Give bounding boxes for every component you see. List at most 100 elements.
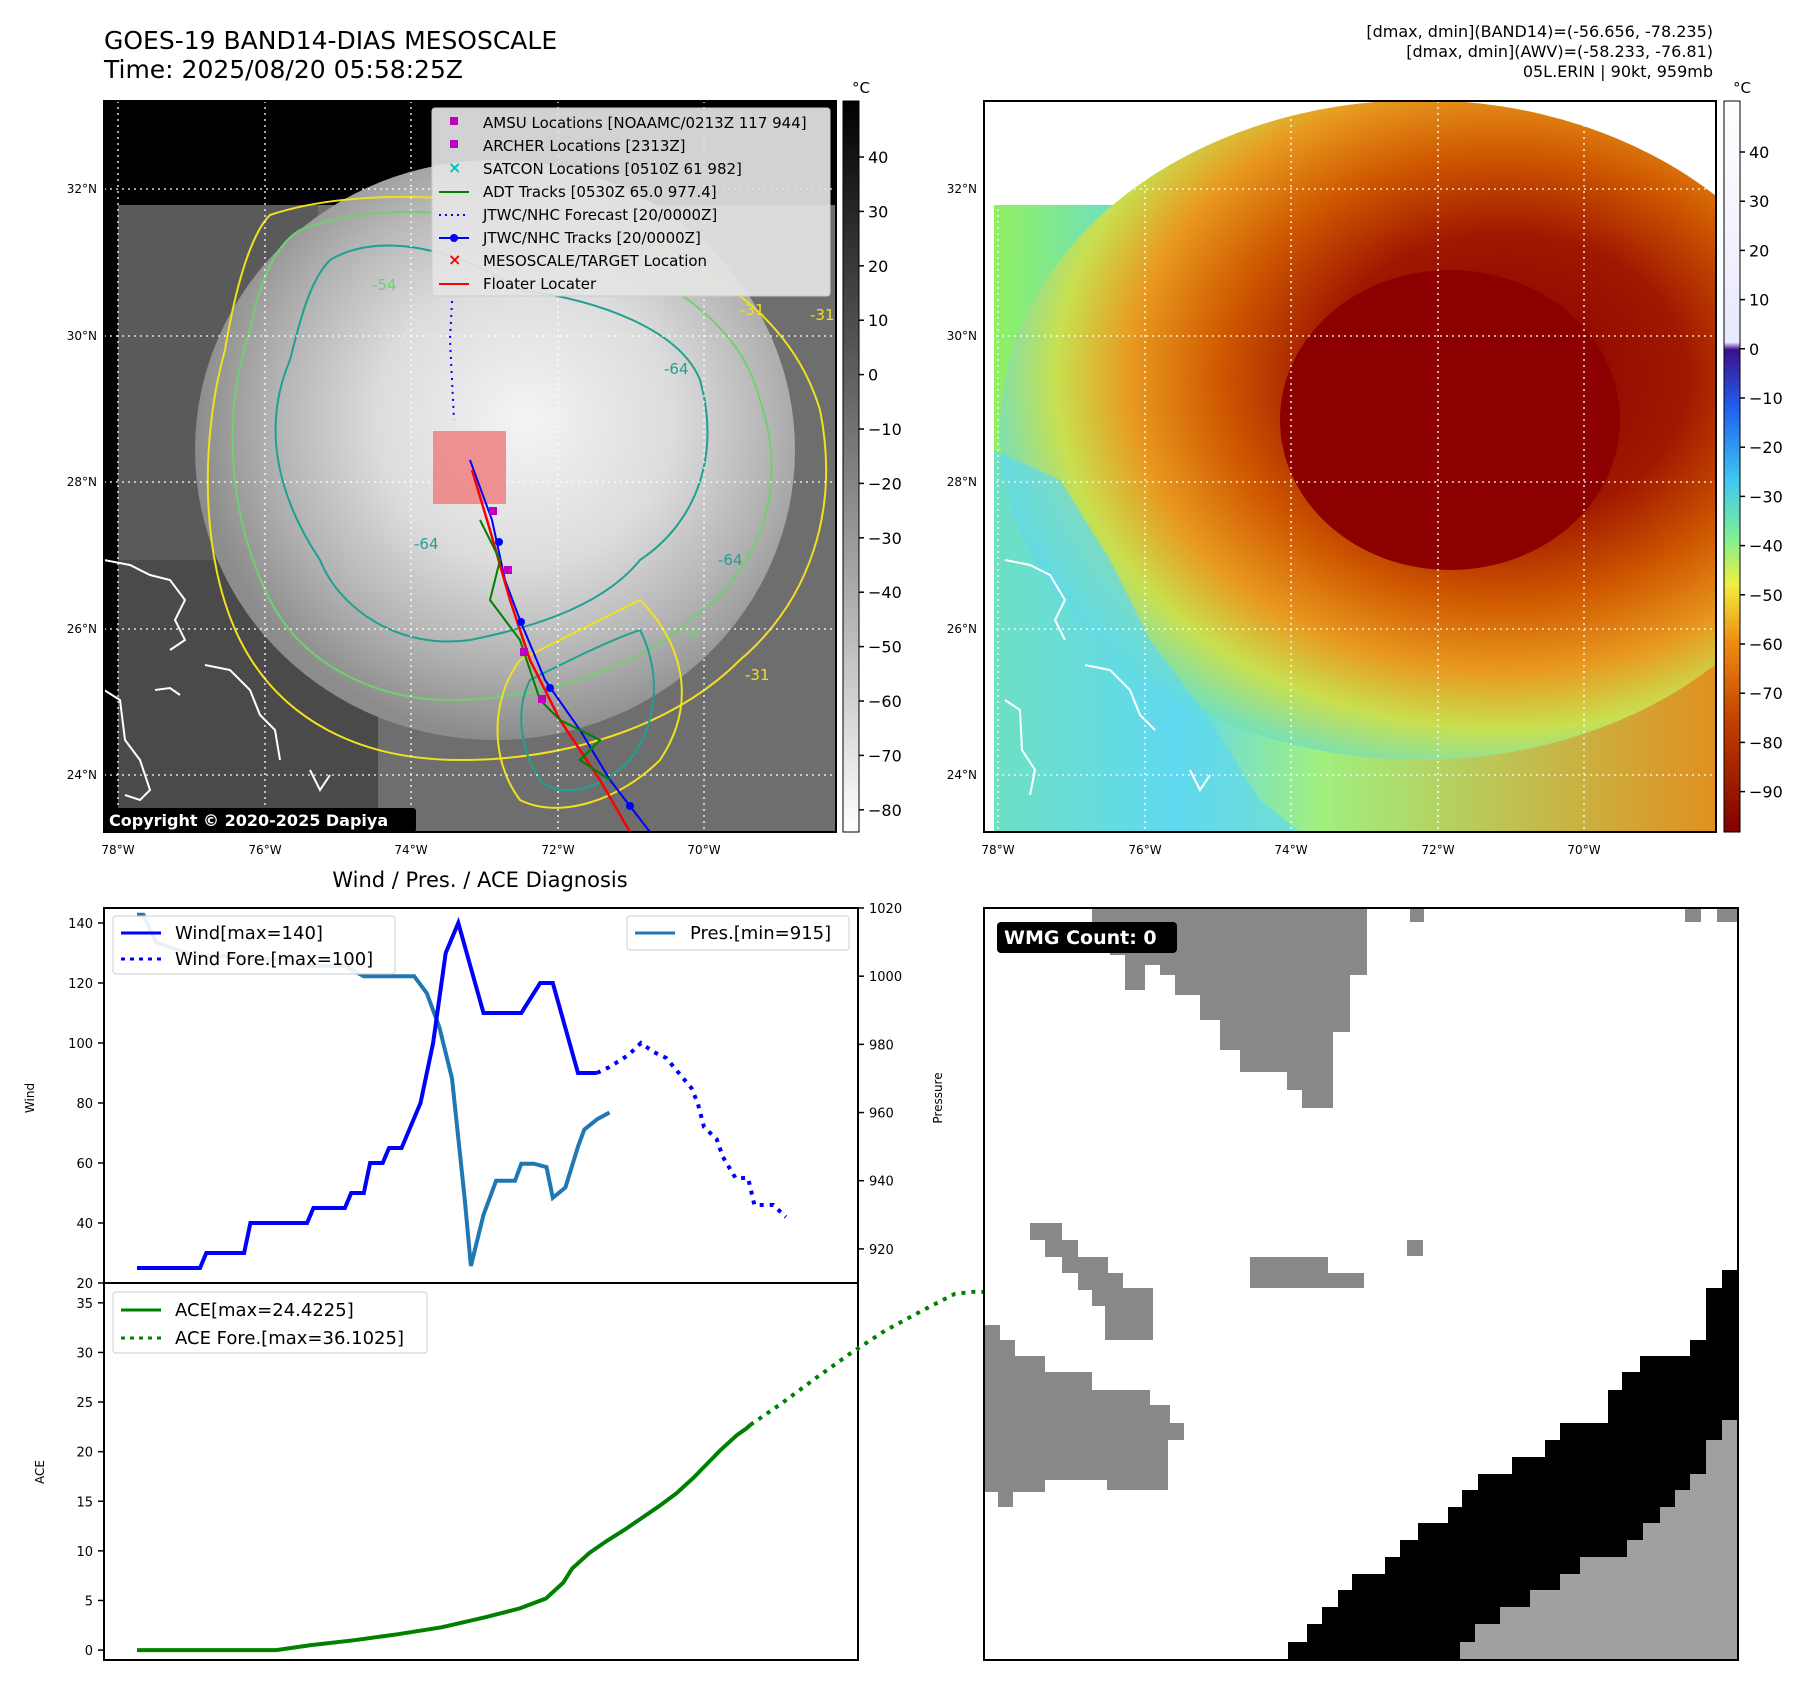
- wind-legend: Wind[max=140] Wind Fore.[max=100]: [112, 915, 396, 975]
- svg-text:×: ×: [448, 158, 461, 177]
- awv-map-coastlines: [1004, 559, 1211, 796]
- pressure-tick-label: 920: [869, 1243, 894, 1258]
- diagnosis-panel: Wind / Pres. / ACE Diagnosis 20406080100…: [23, 868, 1007, 1661]
- track-points: [495, 538, 634, 810]
- gray-colorbar-tick-label: −20: [868, 474, 902, 493]
- wind-tick-label: 140: [68, 917, 93, 932]
- contour-label: -64: [664, 360, 689, 378]
- svg-text:26°N: 26°N: [67, 622, 97, 636]
- ir-map-panel: -54 -31 -31 -64 -64 -64 -54 -31 AMSU Loc…: [67, 100, 837, 857]
- wind-tick-label: 20: [76, 1277, 93, 1292]
- wind-line: [137, 916, 597, 1270]
- diagnosis-title: Wind / Pres. / ACE Diagnosis: [332, 868, 627, 892]
- ace-tick-label: 5: [85, 1594, 93, 1609]
- ace-tick-label: 10: [76, 1545, 93, 1560]
- wmg-panel: WMG Count: 0: [983, 907, 1739, 1661]
- colorbar-unit: °C: [852, 79, 870, 97]
- svg-text:28°N: 28°N: [67, 475, 97, 489]
- svg-text:×: ×: [448, 250, 461, 269]
- wmg-light-cells: [1460, 1420, 1738, 1660]
- svg-text:78°W: 78°W: [981, 843, 1014, 857]
- ace-tick-label: 15: [76, 1495, 93, 1510]
- legend-wind: Wind[max=140]: [175, 923, 323, 944]
- gray-colorbar-tick-label: 0: [868, 366, 878, 385]
- contour-label: -31: [810, 306, 835, 324]
- color-colorbar-tick-label: −40: [1749, 537, 1783, 556]
- forecast-track: [448, 300, 455, 421]
- svg-text:74°W: 74°W: [394, 843, 427, 857]
- legend-forecast: JTWC/NHC Forecast [20/0000Z]: [482, 206, 717, 224]
- ace-tick-label: 30: [76, 1346, 93, 1361]
- meta-storm-info: 05L.ERIN | 90kt, 959mb: [1522, 62, 1713, 81]
- gray-colorbar-tick-label: −10: [868, 420, 902, 439]
- pressure-axis-label: Pressure: [931, 1072, 945, 1123]
- floater-track: [470, 469, 632, 832]
- legend-pressure: Pres.[min=915]: [690, 923, 831, 944]
- contour-label: -54: [372, 276, 397, 294]
- pressure-tick-label: 1020: [869, 902, 902, 917]
- colorbar-unit: °C: [1733, 79, 1751, 97]
- wind-tick-label: 40: [76, 1217, 93, 1232]
- legend-wind-forecast: Wind Fore.[max=100]: [175, 949, 373, 970]
- legend-ace: ACE[max=24.4225]: [175, 1300, 354, 1321]
- svg-text:70°W: 70°W: [1567, 843, 1600, 857]
- color-colorbar-tick-label: 20: [1749, 241, 1769, 260]
- ace-tick-label: 0: [85, 1644, 93, 1659]
- wmg-count: WMG Count: 0: [1004, 927, 1157, 949]
- contour-label: -64: [414, 535, 439, 553]
- svg-text:30°N: 30°N: [947, 329, 977, 343]
- color-colorbar-tick-label: −90: [1749, 783, 1783, 802]
- contour-label: -64: [718, 551, 743, 569]
- color-colorbar-tick-label: 10: [1749, 291, 1769, 310]
- title-time: Time: 2025/08/20 05:58:25Z: [104, 55, 463, 84]
- meta-band14-range: [dmax, dmin](BAND14)=(-56.656, -78.235): [1366, 22, 1713, 41]
- wind-tick-label: 100: [68, 1037, 93, 1052]
- awv-map-grid: [984, 101, 1716, 832]
- svg-text:32°N: 32°N: [947, 182, 977, 196]
- legend-mesoscale: MESOSCALE/TARGET Location: [483, 252, 707, 270]
- svg-text:76°W: 76°W: [1128, 843, 1161, 857]
- color-colorbar: °C 40 30 20 10 0 −10 −20 −30 −40 −50 −60 −70 −80 −90: [1723, 79, 1783, 833]
- meta-awv-range: [dmax, dmin](AWV)=(-58.233, -76.81): [1406, 42, 1713, 61]
- color-colorbar-tick-label: 30: [1749, 192, 1769, 211]
- best-track: [469, 459, 651, 832]
- color-colorbar-tick-label: −60: [1749, 635, 1783, 654]
- title-satellite: GOES-19 BAND14-DIAS MESOSCALE: [104, 26, 558, 55]
- contour-label: -31: [740, 301, 765, 319]
- color-colorbar-tick-label: −30: [1749, 487, 1783, 506]
- svg-text:32°N: 32°N: [67, 182, 97, 196]
- chart-title: GOES-19 BAND14-DIAS MESOSCALE Time: 2025…: [104, 26, 557, 84]
- svg-text:76°W: 76°W: [248, 843, 281, 857]
- ace-forecast-line: [749, 1289, 1007, 1427]
- gray-colorbar-tick-label: −50: [868, 638, 902, 657]
- wmg-frame: [983, 907, 1739, 1661]
- gray-colorbar-tick-label: −40: [868, 583, 902, 602]
- gray-colorbar-tick-label: −60: [868, 692, 902, 711]
- legend-tracks: JTWC/NHC Tracks [20/0000Z]: [482, 229, 701, 247]
- svg-text:24°N: 24°N: [947, 768, 977, 782]
- ace-tick-label: 25: [76, 1396, 93, 1411]
- svg-text:30°N: 30°N: [67, 329, 97, 343]
- gray-colorbar-tick-label: 40: [868, 148, 888, 167]
- svg-text:74°W: 74°W: [1274, 843, 1307, 857]
- color-colorbar-tick-label: 40: [1749, 143, 1769, 162]
- ace-tick-label: 35: [76, 1297, 93, 1312]
- ir-map-lat-labels: 32°N 30°N 28°N 26°N 24°N: [67, 182, 97, 782]
- wind-tick-label: 80: [76, 1097, 93, 1112]
- gray-colorbar-tick-label: 10: [868, 311, 888, 330]
- floater-box: [433, 431, 506, 504]
- wmg-label-box: [997, 922, 1177, 953]
- gray-colorbar-tick-label: −70: [868, 746, 902, 765]
- color-colorbar-tick-label: −20: [1749, 438, 1783, 457]
- legend-amsu: AMSU Locations [NOAAMC/0213Z 117 944]: [483, 114, 807, 132]
- legend-ace-forecast: ACE Fore.[max=36.1025]: [175, 1328, 404, 1349]
- pressure-tick-label: 940: [869, 1175, 894, 1190]
- ace-axis-label: ACE: [33, 1460, 47, 1484]
- pressure-tick-label: 980: [869, 1038, 894, 1053]
- wind-tick-label: 60: [76, 1157, 93, 1172]
- copyright: Copyright © 2020-2025 Dapiya: [109, 811, 388, 830]
- svg-text:26°N: 26°N: [947, 622, 977, 636]
- gray-colorbar: °C 40 30 20 10 0 −10 −20 −30 −40 −50 −60 −70 −80: [842, 79, 902, 833]
- legend-archer: ARCHER Locations [2313Z]: [483, 137, 686, 155]
